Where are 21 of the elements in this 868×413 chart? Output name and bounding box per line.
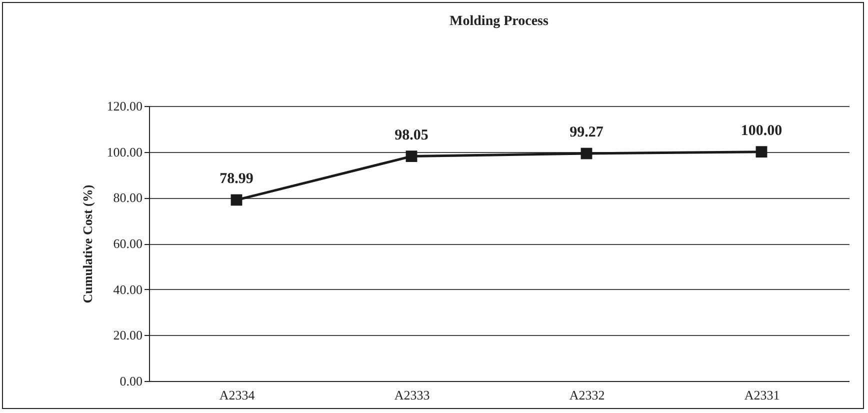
point [230,194,242,206]
data-label: 78.99 [220,170,254,187]
y-tick-label: 100.00 [106,144,142,160]
y-tick-label: 60.00 [113,236,142,251]
data-label: 98.05 [394,127,428,144]
point [580,148,592,160]
y-tick-label: 40.00 [113,282,142,297]
x-tick-label: A2331 [744,388,780,402]
y-tick-label: 0.00 [120,374,142,388]
y-tick-label: 80.00 [113,190,142,206]
x-tick-label: A2332 [569,388,605,402]
data-label: 99.27 [570,124,604,141]
data-label: 100.00 [740,122,782,139]
y-axis-title: Cumulative Cost (%) [80,184,95,304]
x-tick-label: A2334 [219,388,256,402]
y-tick-label: 120.00 [106,98,142,114]
point [756,146,768,158]
y-tick-label: 20.00 [113,328,142,343]
x-tick-label: A2333 [394,388,430,402]
point [406,150,418,162]
chart-title: Molding Process [450,14,549,29]
